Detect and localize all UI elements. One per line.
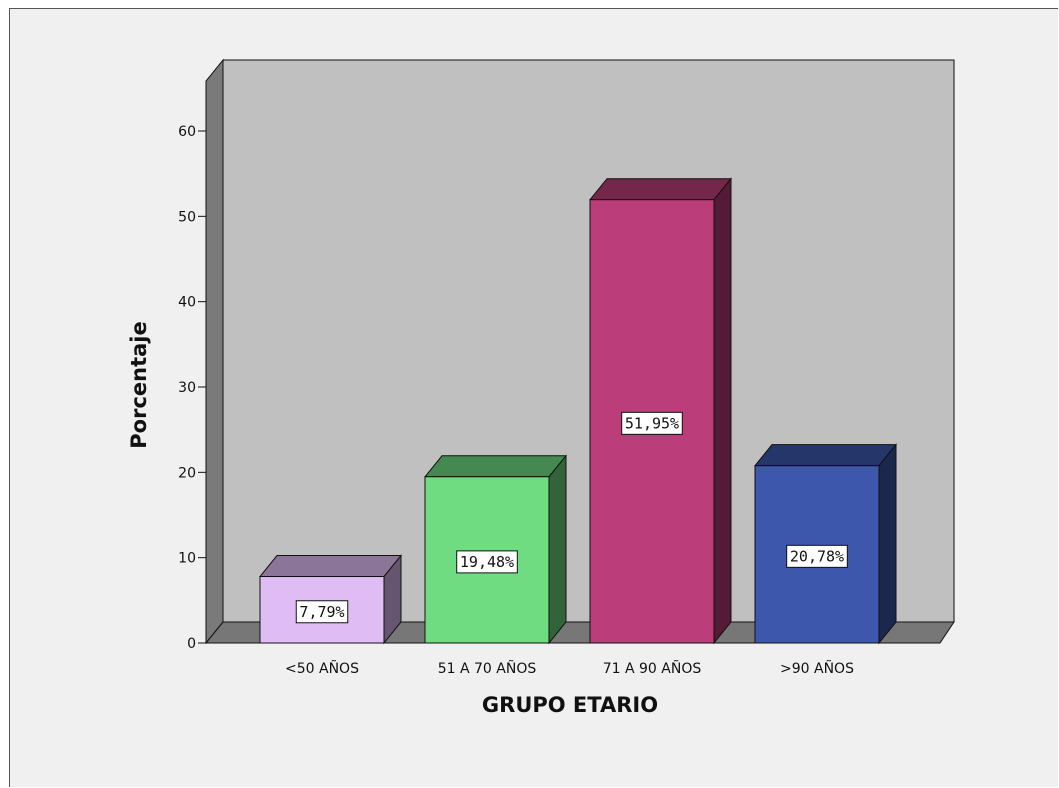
y-tick-label: 40 [178, 295, 196, 311]
x-category-label: >90 AÑOS [780, 660, 854, 677]
x-axis: <50 AÑOS 51 A 70 AÑOS 71 A 90 AÑOS >90 AÑOS [285, 660, 854, 677]
data-label: 19,48% [460, 553, 514, 571]
bar-1: 7,79% [258, 554, 403, 645]
data-label-box [295, 600, 349, 624]
y-tick-label: 20 [178, 465, 196, 481]
bars: 7,79% 19,48% 51,95% 20,78% [258, 177, 898, 645]
bar-side-face [548, 454, 567, 645]
data-label: 20,78% [790, 547, 844, 565]
bar-top-face [753, 444, 898, 467]
x-axis-title: GRUPO ETARIO [482, 693, 658, 717]
bar-side-face [713, 177, 732, 645]
bar-2: 19,48% [423, 454, 568, 645]
x-category-label: 51 A 70 AÑOS [438, 660, 537, 677]
data-label-box [621, 411, 683, 435]
bar-top-face [588, 178, 733, 201]
y-tick-label: 50 [178, 209, 196, 225]
y-tick-label: 60 [178, 124, 196, 140]
data-label: 51,95% [625, 414, 679, 432]
data-label-box [456, 550, 518, 574]
bar-3: 51,95% [588, 177, 733, 645]
x-category-label: 71 A 90 AÑOS [603, 660, 702, 677]
y-tick-label: 0 [187, 636, 196, 652]
chart-frame: 0 10 20 30 40 50 60 7,79% 19,48% 51,95% 20,78% <5… [9, 8, 1058, 787]
bar-side-face [878, 443, 897, 645]
bar-top-face [258, 555, 403, 578]
y-tick-label: 10 [178, 551, 196, 567]
data-label: 7,79% [299, 603, 344, 621]
bar-chart: 0 10 20 30 40 50 60 7,79% 19,48% 51,95% 20,78% <5… [127, 58, 955, 717]
bar-top-face [423, 455, 568, 478]
y-axis-title: Porcentaje [127, 321, 151, 448]
x-category-label: <50 AÑOS [285, 660, 359, 677]
y-tick-label: 30 [178, 380, 196, 396]
y-axis: 0 10 20 30 40 50 60 [178, 124, 206, 652]
data-label-box [786, 544, 848, 568]
bar-4: 20,78% [753, 443, 898, 645]
panel-left-wall [205, 58, 224, 645]
